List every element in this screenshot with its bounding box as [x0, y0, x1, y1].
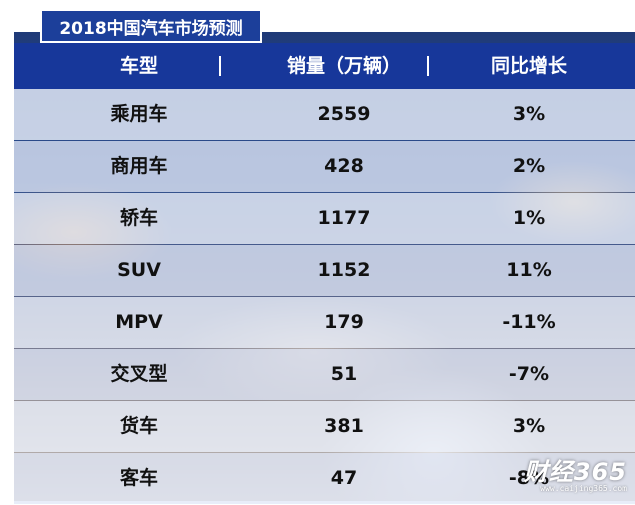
cell-vehicle-type: 乘用车 — [110, 103, 168, 125]
cell-sales-volume: 2559 — [317, 103, 371, 125]
cell-sales-volume: 1177 — [317, 207, 371, 229]
cell-yoy-growth: -7% — [508, 363, 550, 385]
cell-yoy-growth: -8% — [508, 467, 550, 489]
cell-sales-volume: 51 — [330, 363, 358, 385]
cell-yoy-growth: -11% — [502, 311, 556, 333]
site-watermark: 财经365 www.caijing365.com — [524, 452, 627, 493]
table-row: SUV 1152 11% — [14, 245, 635, 296]
table-title: 2018中国汽车市场预测 — [40, 9, 262, 43]
cell-yoy-growth: 3% — [512, 103, 546, 125]
table-row: 乘用车 2559 3% — [14, 89, 635, 140]
cell-vehicle-type: MPV — [115, 311, 163, 333]
watermark-logo-text: 财经365 — [523, 458, 627, 486]
table-row: 轿车 1177 1% — [14, 193, 635, 244]
cell-sales-volume: 1152 — [317, 259, 371, 281]
table-row: 交叉型 51 -7% — [14, 349, 635, 400]
table-row: MPV 179 -11% — [14, 297, 635, 348]
header-separator — [427, 56, 429, 76]
cell-yoy-growth: 1% — [512, 207, 546, 229]
table-row: 商用车 428 2% — [14, 141, 635, 192]
cell-vehicle-type: 轿车 — [119, 207, 158, 229]
cell-yoy-growth: 3% — [512, 415, 546, 437]
cell-sales-volume: 428 — [324, 155, 364, 177]
header-yoy-growth: 同比增长 — [490, 55, 567, 77]
cell-sales-volume: 381 — [324, 415, 364, 437]
cell-vehicle-type: 货车 — [119, 415, 158, 437]
cell-vehicle-type: 客车 — [119, 467, 158, 489]
table-header: 车型 销量（万辆） 同比增长 — [14, 43, 635, 89]
cell-vehicle-type: 交叉型 — [110, 363, 168, 385]
cell-yoy-growth: 2% — [512, 155, 546, 177]
cell-yoy-growth: 11% — [506, 259, 552, 281]
table-body: 乘用车 2559 3% 商用车 428 2% 轿车 1177 1% SUV 11… — [14, 89, 635, 505]
header-separator — [219, 56, 221, 76]
cell-vehicle-type: 商用车 — [110, 155, 168, 177]
table-row: 货车 381 3% — [14, 401, 635, 452]
watermark-url: www.caijing365.com — [540, 484, 627, 493]
header-sales-volume: 销量（万辆） — [286, 55, 401, 77]
cell-sales-volume: 179 — [324, 311, 364, 333]
cell-sales-volume: 47 — [330, 467, 358, 489]
header-vehicle-type: 车型 — [119, 55, 158, 77]
cell-vehicle-type: SUV — [117, 259, 161, 281]
table-row: 客车 47 -8% — [14, 453, 635, 504]
